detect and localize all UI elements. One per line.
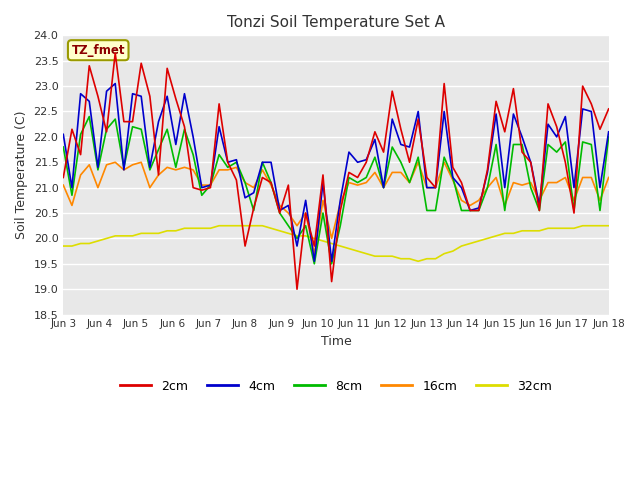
Y-axis label: Soil Temperature (C): Soil Temperature (C)	[15, 111, 28, 239]
X-axis label: Time: Time	[321, 335, 351, 348]
Text: TZ_fmet: TZ_fmet	[72, 44, 125, 57]
Title: Tonzi Soil Temperature Set A: Tonzi Soil Temperature Set A	[227, 15, 445, 30]
Legend: 2cm, 4cm, 8cm, 16cm, 32cm: 2cm, 4cm, 8cm, 16cm, 32cm	[115, 375, 557, 398]
